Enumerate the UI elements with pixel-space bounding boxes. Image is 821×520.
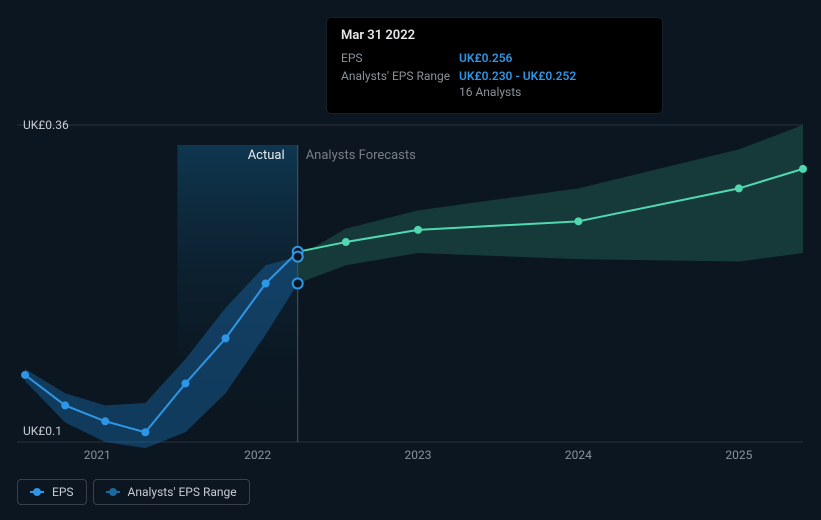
tooltip-date: Mar 31 2022 (341, 28, 648, 43)
chart-tooltip: Mar 31 2022 EPS UK£0.256 Analysts' EPS R… (327, 18, 662, 113)
tooltip-row-key-0: EPS (341, 49, 459, 67)
legend-item-eps[interactable]: EPS (17, 479, 87, 505)
x-axis-tick: 2022 (244, 448, 271, 462)
x-axis-tick: 2024 (565, 448, 592, 462)
legend-label-range: Analysts' EPS Range (128, 485, 237, 499)
tooltip-sub: 16 Analysts (459, 85, 648, 99)
region-label-forecast: Analysts Forecasts (306, 148, 416, 163)
legend-label-eps: EPS (52, 485, 74, 499)
legend-swatch-eps (30, 491, 44, 493)
eps-forecast-chart: UK£0.36 UK£0.1 Actual Analysts Forecasts… (0, 0, 821, 520)
tooltip-row-val-1: UK£0.230 - UK£0.252 (459, 67, 576, 85)
y-axis-label-bottom: UK£0.1 (23, 424, 62, 438)
x-axis-tick: 2021 (84, 448, 111, 462)
tooltip-row-key-1: Analysts' EPS Range (341, 67, 459, 85)
legend: EPS Analysts' EPS Range (17, 479, 250, 505)
legend-item-range[interactable]: Analysts' EPS Range (93, 479, 250, 505)
tooltip-row-val-0: UK£0.256 (459, 49, 512, 67)
region-label-actual: Actual (248, 148, 285, 163)
legend-swatch-range (106, 491, 120, 493)
x-axis-tick: 2025 (725, 448, 752, 462)
x-axis-tick: 2023 (405, 448, 432, 462)
y-axis-label-top: UK£0.36 (23, 118, 69, 132)
